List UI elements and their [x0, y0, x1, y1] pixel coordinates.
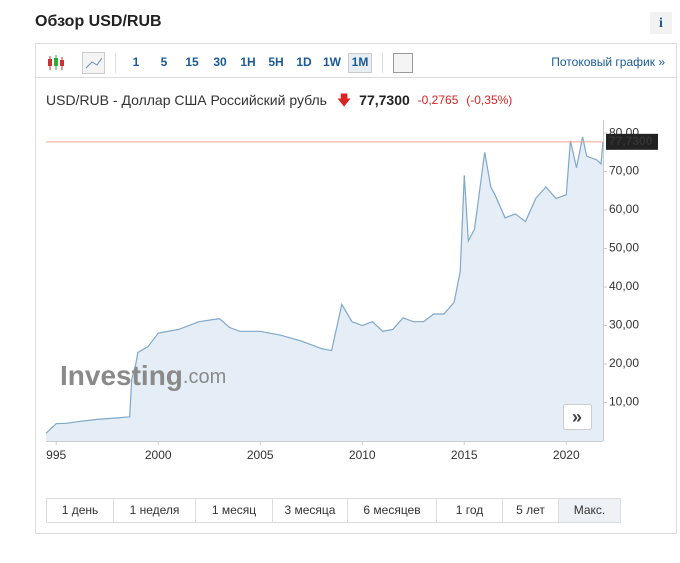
- info-icon[interactable]: i: [659, 16, 663, 31]
- y-tick-label: 60,00: [609, 202, 639, 216]
- range-button[interactable]: [272, 498, 348, 523]
- interval-button[interactable]: 5H: [268, 55, 283, 69]
- watermark-brand: Investing: [60, 360, 183, 391]
- interval-button[interactable]: 1: [133, 55, 140, 69]
- watermark-suffix: .com: [183, 366, 226, 388]
- y-tick-label: 20,00: [609, 356, 639, 370]
- range-label[interactable]: 1 неделя: [130, 503, 180, 517]
- panel: [35, 43, 677, 534]
- interval-active[interactable]: [348, 53, 372, 73]
- streaming-link[interactable]: Потоковый график »: [551, 55, 665, 69]
- range-label[interactable]: 1 месяц: [212, 503, 256, 517]
- y-tick-label: 40,00: [609, 279, 639, 293]
- quote-price: 77,7300: [359, 92, 410, 108]
- x-tick-label: 2020: [553, 448, 580, 462]
- watermark: Investing.com: [60, 360, 226, 391]
- scroll-button[interactable]: [563, 404, 592, 430]
- info-button[interactable]: [650, 12, 672, 34]
- range-active[interactable]: [558, 498, 621, 523]
- range-label[interactable]: 1 день: [62, 503, 99, 517]
- range-button[interactable]: [347, 498, 437, 523]
- quote-change-pct: (-0,35%): [466, 93, 512, 107]
- y-tick-label: 30,00: [609, 318, 639, 332]
- table-icon[interactable]: [393, 53, 413, 73]
- x-tick-label: 2000: [145, 448, 172, 462]
- y-tick-label: 50,00: [609, 241, 639, 255]
- quote-line: USD/RUB - Доллар США Российский рубль 🡇 …: [46, 92, 512, 108]
- x-tick-label: 2010: [349, 448, 376, 462]
- interval-button[interactable]: 1W: [323, 55, 342, 69]
- scroll-icon[interactable]: »: [572, 407, 582, 427]
- area-fill: [46, 136, 603, 441]
- range-label[interactable]: 1 год: [456, 503, 484, 517]
- down-arrow: 🡇: [337, 92, 351, 108]
- range-label[interactable]: 3 месяца: [285, 503, 336, 517]
- area-icon-line: [85, 57, 103, 69]
- interval-button[interactable]: 1D: [296, 55, 312, 69]
- quote-change: -0,2765: [418, 93, 459, 107]
- range-button[interactable]: [195, 498, 273, 523]
- y-tick-label: 10,00: [609, 395, 639, 409]
- y-tick-label: 70,00: [609, 164, 639, 178]
- quote-name: USD/RUB - Доллар США Российский рубль: [46, 92, 327, 108]
- x-tick-label: 2015: [451, 448, 478, 462]
- last-price-label: 77,7300: [609, 134, 653, 148]
- interval-button[interactable]: 1M: [352, 55, 369, 69]
- interval-button[interactable]: 1H: [240, 55, 255, 69]
- interval-button[interactable]: 30: [213, 55, 227, 69]
- x-tick-label: 2005: [247, 448, 274, 462]
- candle-icon[interactable]: [48, 55, 64, 70]
- last-price-box: [606, 133, 658, 150]
- range-button[interactable]: [46, 498, 114, 523]
- range-label[interactable]: Макс.: [574, 503, 606, 517]
- x-tick-label: 995: [46, 448, 66, 462]
- title: Обзор USD/RUB: [35, 13, 162, 30]
- price-line: [45, 136, 604, 434]
- interval-button[interactable]: 15: [185, 55, 199, 69]
- range-button[interactable]: [113, 498, 196, 523]
- range-label[interactable]: 5 лет: [516, 503, 545, 517]
- interval-button[interactable]: 5: [161, 55, 168, 69]
- range-label[interactable]: 6 месяцев: [363, 503, 420, 517]
